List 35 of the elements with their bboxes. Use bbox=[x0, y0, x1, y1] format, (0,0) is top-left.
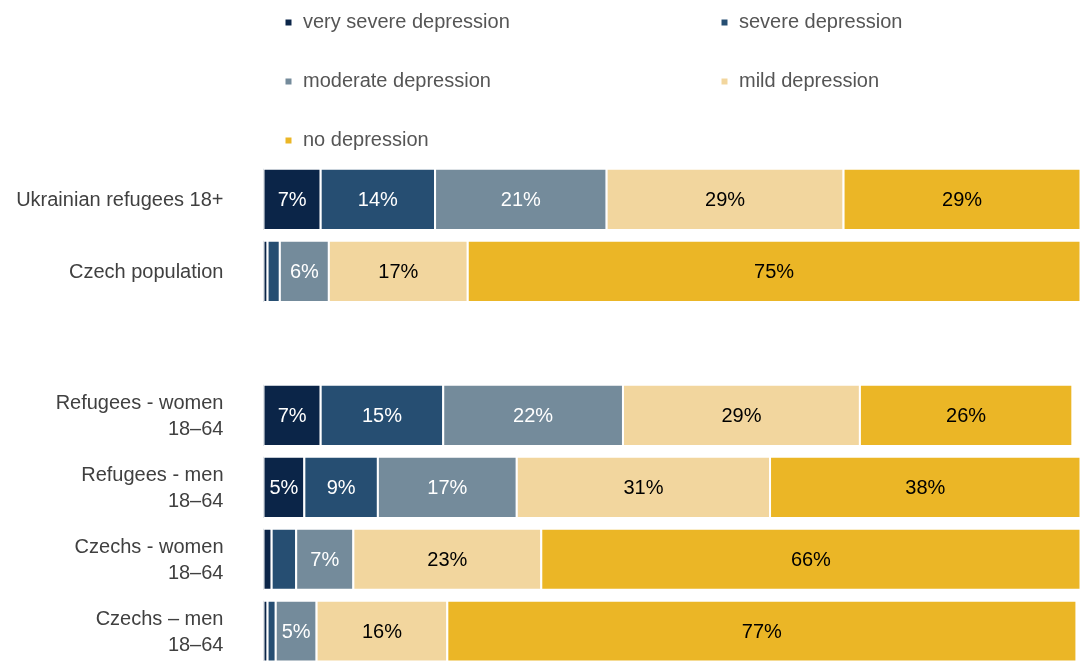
data-label: 21% bbox=[500, 188, 542, 211]
data-label: 9% bbox=[326, 476, 356, 499]
data-label: 29% bbox=[942, 188, 983, 211]
y-tick-label: Czechs – men 18–64 bbox=[95, 607, 224, 656]
data-label: 7% bbox=[277, 404, 307, 427]
data-label: 5% bbox=[281, 620, 311, 643]
data-label: 14% bbox=[357, 188, 399, 211]
y-tick-label: Refugees - men 18–64 bbox=[81, 463, 224, 512]
y-tick-label: Refugees - women 18–64 bbox=[55, 391, 224, 440]
y-tick-label: Ukrainian refugees 18+ bbox=[16, 188, 224, 211]
data-label: 23% bbox=[427, 548, 468, 571]
data-label: 15% bbox=[361, 404, 403, 427]
legend-label: very severe depression bbox=[303, 10, 511, 33]
legend-label: moderate depression bbox=[303, 69, 492, 92]
data-label: 6% bbox=[289, 260, 320, 283]
data-label: 5% bbox=[269, 476, 299, 499]
data-label: 29% bbox=[721, 404, 762, 427]
y-tick-label: Czech population bbox=[68, 260, 224, 283]
legend-label: mild depression bbox=[739, 69, 881, 92]
data-label: 7% bbox=[277, 188, 307, 211]
data-label: 77% bbox=[741, 620, 783, 643]
data-label: 16% bbox=[361, 620, 403, 643]
legend-label: severe depression bbox=[739, 10, 904, 33]
data-label: 17% bbox=[427, 476, 468, 499]
data-label: 7% bbox=[310, 548, 340, 571]
data-label: 26% bbox=[946, 404, 987, 427]
data-label: 38% bbox=[905, 476, 946, 499]
data-label: 31% bbox=[623, 476, 664, 499]
legend-label: no depression bbox=[303, 128, 430, 151]
y-tick-label: Czechs - women 18–64 bbox=[74, 535, 224, 584]
data-label: 17% bbox=[378, 260, 419, 283]
data-label: 75% bbox=[754, 260, 795, 283]
data-label: 22% bbox=[513, 404, 554, 427]
data-label: 66% bbox=[790, 548, 832, 571]
data-label: 29% bbox=[705, 188, 746, 211]
